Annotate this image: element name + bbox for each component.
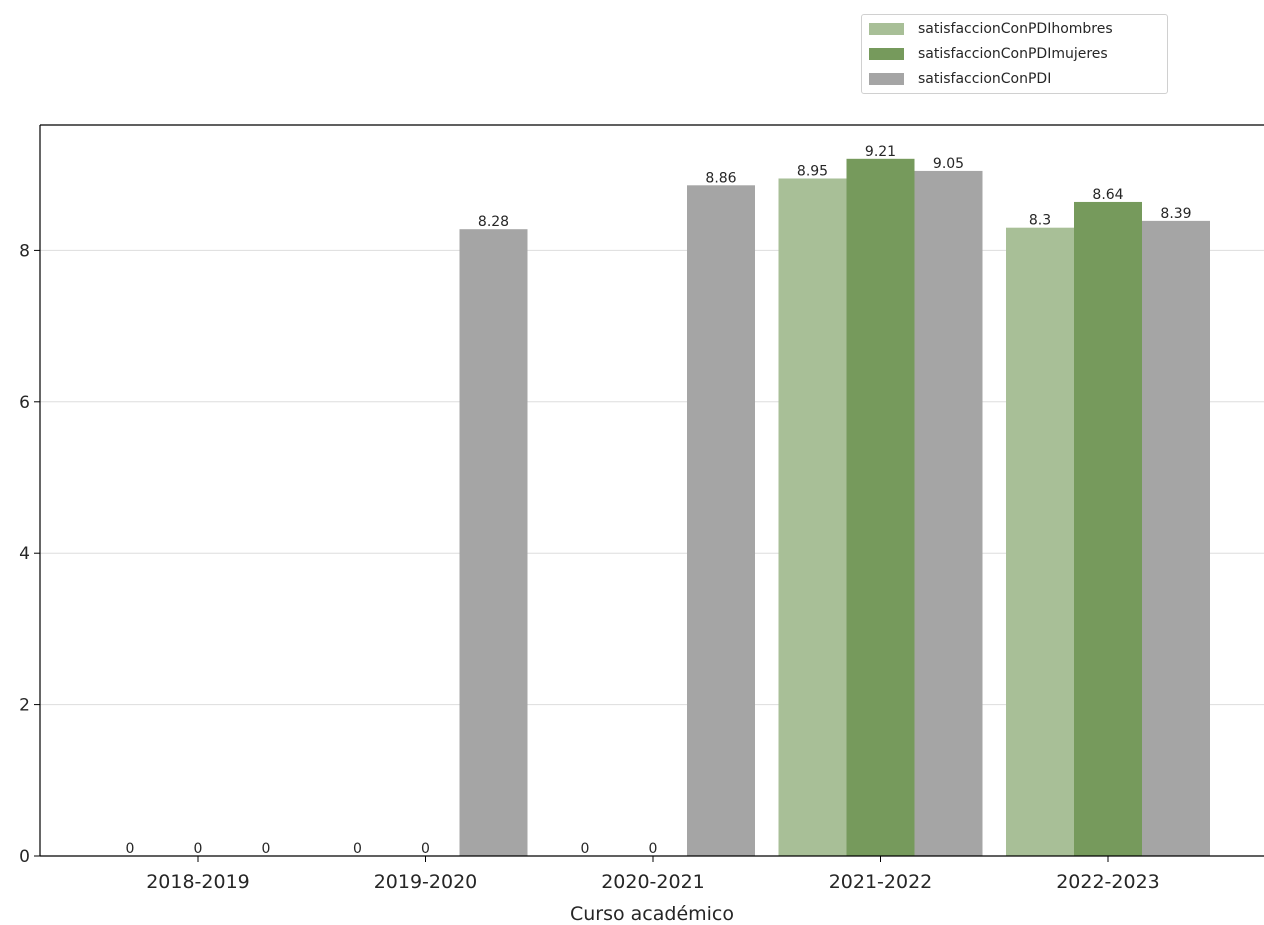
x-tick-label: 2019-2020 xyxy=(374,871,478,893)
bar-value-label: 0 xyxy=(353,841,362,857)
y-tick-label: 2 xyxy=(19,696,30,716)
bar-value-label: 8.64 xyxy=(1092,187,1123,203)
bar-value-label: 8.95 xyxy=(797,163,828,179)
legend-swatch-total xyxy=(869,73,904,85)
y-axis-ticks: 0 2 4 6 8 xyxy=(19,241,40,867)
y-tick-label: 8 xyxy=(19,241,30,261)
y-tick-label: 6 xyxy=(19,393,30,413)
bar xyxy=(1006,227,1074,856)
bar-value-label: 0 xyxy=(194,841,203,857)
legend: satisfaccionConPDIhombres satisfaccionCo… xyxy=(861,14,1168,94)
bar xyxy=(778,178,847,857)
bars xyxy=(459,158,1210,857)
legend-item-total: satisfaccionConPDI xyxy=(869,69,1051,89)
bar-value-label: 0 xyxy=(421,841,430,857)
legend-swatch-mujeres xyxy=(869,48,904,60)
bar-value-label: 9.05 xyxy=(933,156,964,172)
legend-swatch-hombres xyxy=(869,23,904,35)
y-tick-label: 4 xyxy=(19,544,30,564)
legend-label-mujeres: satisfaccionConPDImujeres xyxy=(918,46,1108,62)
bar-value-label: 8.3 xyxy=(1029,213,1051,229)
x-tick-label: 2021-2022 xyxy=(829,871,933,893)
legend-label-hombres: satisfaccionConPDIhombres xyxy=(918,21,1113,37)
legend-label-total: satisfaccionConPDI xyxy=(918,71,1052,87)
legend-item-hombres: satisfaccionConPDIhombres xyxy=(869,19,1113,39)
bar-value-label: 8.86 xyxy=(705,170,736,186)
bar xyxy=(1074,201,1142,856)
bar xyxy=(1142,220,1210,856)
bar-value-label: 8.39 xyxy=(1160,206,1191,222)
bar xyxy=(459,229,528,857)
bar xyxy=(687,185,755,857)
y-tick-label: 0 xyxy=(19,847,30,867)
bar-value-label: 9.21 xyxy=(865,144,896,160)
bar-value-labels: 0 0 0 8.95 8.3 0 0 0 9.21 8.64 0 8.28 8.86 9.05 8.39 xyxy=(126,144,1192,857)
x-axis-label: Curso académico xyxy=(570,903,734,925)
x-tick-label: 2020-2021 xyxy=(601,871,705,893)
bar-value-label: 0 xyxy=(649,841,658,857)
legend-item-mujeres: satisfaccionConPDImujeres xyxy=(869,44,1108,64)
x-axis-ticks: 2018-2019 2019-2020 2020-2021 2021-2022 2022… xyxy=(146,856,1160,893)
bar-value-label: 0 xyxy=(262,841,271,857)
bar xyxy=(914,170,983,857)
x-tick-label: 2018-2019 xyxy=(146,871,250,893)
axes xyxy=(39,124,1264,857)
bar xyxy=(846,158,915,857)
bar-value-label: 0 xyxy=(126,841,135,857)
bar-value-label: 0 xyxy=(581,841,590,857)
bar-value-label: 8.28 xyxy=(478,214,509,230)
x-tick-label: 2022-2023 xyxy=(1056,871,1160,893)
